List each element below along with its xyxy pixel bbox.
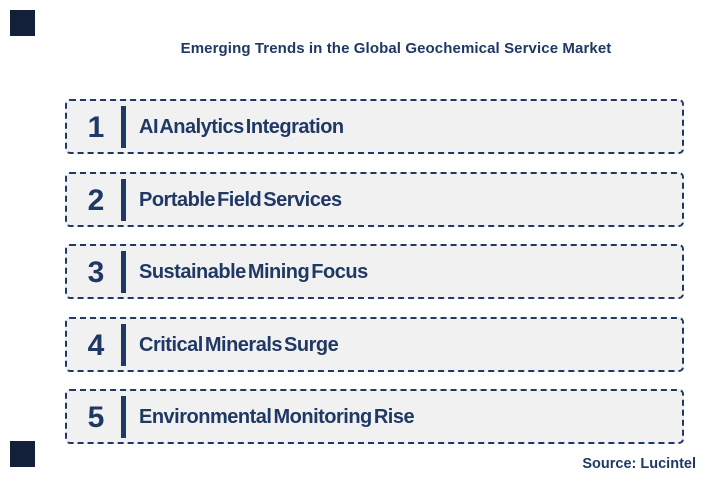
trend-number: 5 [87,401,105,434]
number-divider-bar [121,250,126,293]
trend-number: 2 [87,184,105,217]
trend-row-5: 5 Environmental Monitoring Rise [65,389,684,444]
chart-title: Emerging Trends in the Global Geochemica… [180,40,612,57]
trend-number: 1 [87,111,105,144]
trend-row-4: 4 Critical Minerals Surge [65,317,684,372]
corner-square-bottom-left [10,441,35,467]
trend-label: AI Analytics Integration [139,116,344,138]
trend-number: 3 [87,256,105,289]
trend-number: 4 [87,329,105,362]
number-divider-bar [121,178,126,221]
number-divider-bar [121,323,126,366]
number-divider-bar [121,105,126,148]
number-divider-bar [121,395,126,438]
source-credit: Source: Lucintel [582,456,696,472]
trend-label: Critical Minerals Surge [139,334,339,356]
trend-label: Environmental Monitoring Rise [139,406,415,428]
corner-square-top-left [10,10,35,36]
trend-label: Sustainable Mining Focus [139,261,368,283]
trend-row-3: 3 Sustainable Mining Focus [65,244,684,299]
trend-row-2: 2 Portable Field Services [65,172,684,227]
trend-label: Portable Field Services [139,189,342,211]
trend-row-1: 1 AI Analytics Integration [65,99,684,154]
